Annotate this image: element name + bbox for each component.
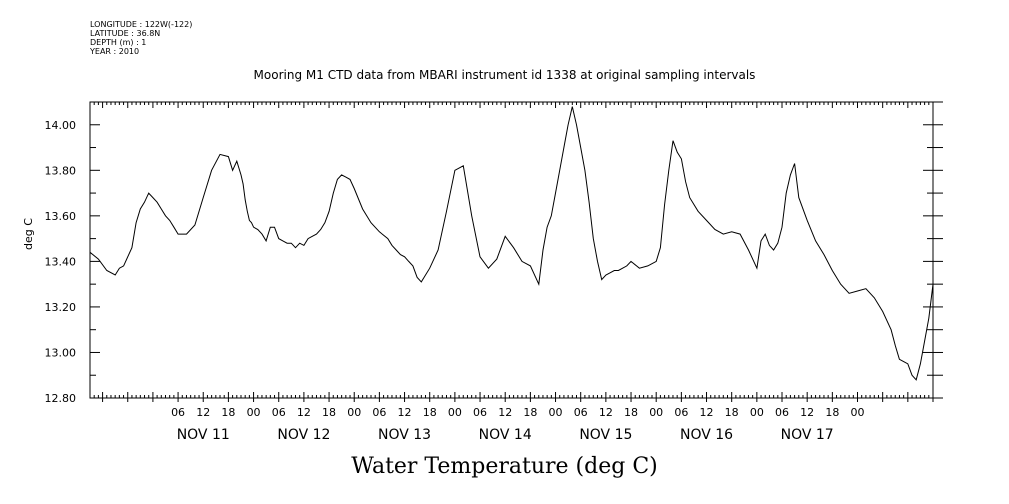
plot-frame (89, 101, 934, 399)
x-day-label: NOV 11 (177, 427, 230, 443)
x-hour-tick-label: 00 (448, 406, 462, 419)
x-hour-tick-label: 00 (750, 406, 764, 419)
x-day-label: NOV 12 (277, 427, 330, 443)
y-tick-label: 13.00 (45, 346, 77, 359)
x-hour-tick-label: 18 (624, 406, 638, 419)
x-day-label: NOV 13 (378, 427, 431, 443)
x-hour-tick-label: 12 (398, 406, 412, 419)
x-hour-tick-label: 06 (574, 406, 588, 419)
x-hour-tick-label: 12 (599, 406, 613, 419)
x-hour-tick-label: 12 (196, 406, 210, 419)
y-tick-label: 14.00 (45, 119, 77, 132)
x-hour-tick-label: 06 (171, 406, 185, 419)
longitude-label: LONGITUDE : 122W(-122) (90, 20, 193, 29)
x-hour-tick-label: 12 (498, 406, 512, 419)
year-label: YEAR : 2010 (90, 47, 140, 56)
x-day-label: NOV 16 (680, 427, 733, 443)
x-hour-tick-label: 00 (347, 406, 361, 419)
y-tick-label: 13.60 (45, 210, 77, 223)
x-day-label: NOV 14 (479, 427, 532, 443)
x-hour-tick-label: 06 (674, 406, 688, 419)
x-hour-tick-label: 00 (549, 406, 563, 419)
x-hour-tick-label: 18 (523, 406, 537, 419)
y-tick-label: 13.80 (45, 164, 77, 177)
x-hour-tick-label: 00 (247, 406, 261, 419)
latitude-label: LATITUDE : 36.8N (90, 29, 161, 38)
x-hour-tick-label: 06 (272, 406, 286, 419)
x-hour-tick-label: 06 (473, 406, 487, 419)
temperature-series-line (89, 106, 934, 381)
x-day-label: NOV 15 (579, 427, 632, 443)
x-hour-tick-label: 18 (825, 406, 839, 419)
x-hour-tick-label: 06 (775, 406, 789, 419)
x-hour-tick-label: 12 (700, 406, 714, 419)
chart-title: Mooring M1 CTD data from MBARI instrumen… (253, 68, 756, 82)
x-hour-tick-label: 12 (800, 406, 814, 419)
x-axis-label: Water Temperature (deg C) (351, 454, 658, 479)
x-hour-tick-label: 06 (372, 406, 386, 419)
x-hour-tick-label: 18 (423, 406, 437, 419)
y-tick-label: 13.20 (45, 301, 77, 314)
x-hour-tick-label: 00 (649, 406, 663, 419)
depth-label: DEPTH (m) : 1 (90, 38, 147, 47)
y-tick-label: 12.80 (45, 392, 77, 405)
y-tick-label: 13.40 (45, 255, 77, 268)
x-day-label: NOV 17 (781, 427, 834, 443)
x-hour-tick-label: 12 (297, 406, 311, 419)
x-hour-tick-label: 18 (322, 406, 336, 419)
x-hour-tick-label: 18 (221, 406, 235, 419)
x-hour-tick-label: 00 (851, 406, 865, 419)
x-hour-tick-label: 18 (725, 406, 739, 419)
